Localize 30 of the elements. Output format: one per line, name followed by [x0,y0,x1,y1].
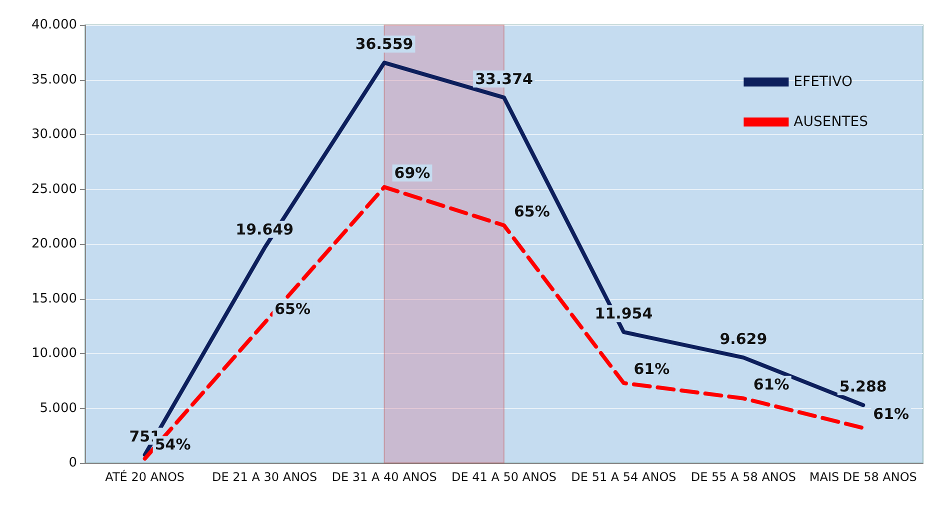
y-tick-label: 0 [68,456,77,470]
x-tick-label: ATÉ 20 ANOS [105,469,185,484]
y-tick-label: 10.000 [32,346,77,361]
annotation: 61% [873,404,910,423]
annotation: 69% [394,164,430,182]
y-tick-label: 15.000 [32,291,77,306]
y-tick-label: 40.000 [32,18,77,32]
x-tick-label: DE 21 A 30 ANOS [212,470,318,484]
x-tick-label: MAIS DE 58 ANOS [809,470,917,484]
data-label: 36.559 [355,35,414,54]
data-label: 11.954 [594,304,653,323]
x-tick-label: DE 41 A 50 ANOS [451,470,557,484]
x-tick-label: DE 55 A 58 ANOS [690,470,796,484]
annotation: 61% [753,375,790,394]
data-label: 33.374 [475,70,533,88]
legend-label: AUSENTES [794,114,868,130]
annotation: 65% [274,300,310,318]
y-tick-label: 25.000 [32,182,77,197]
x-tick-label: DE 51 A 54 ANOS [571,470,676,484]
annotation: 61% [634,360,670,378]
data-label: 9.629 [720,330,768,348]
x-tick-label: DE 31 A 40 ANOS [332,470,437,484]
y-tick-label: 30.000 [32,127,77,142]
legend-label: EFETIVO [794,74,852,90]
y-tick-label: 35.000 [32,72,77,88]
y-tick-label: 5.000 [40,400,77,416]
data-label: 19.649 [236,220,294,238]
y-tick-label: 20.000 [32,236,77,252]
data-label: 5.288 [839,378,887,396]
annotation: 65% [514,202,550,220]
